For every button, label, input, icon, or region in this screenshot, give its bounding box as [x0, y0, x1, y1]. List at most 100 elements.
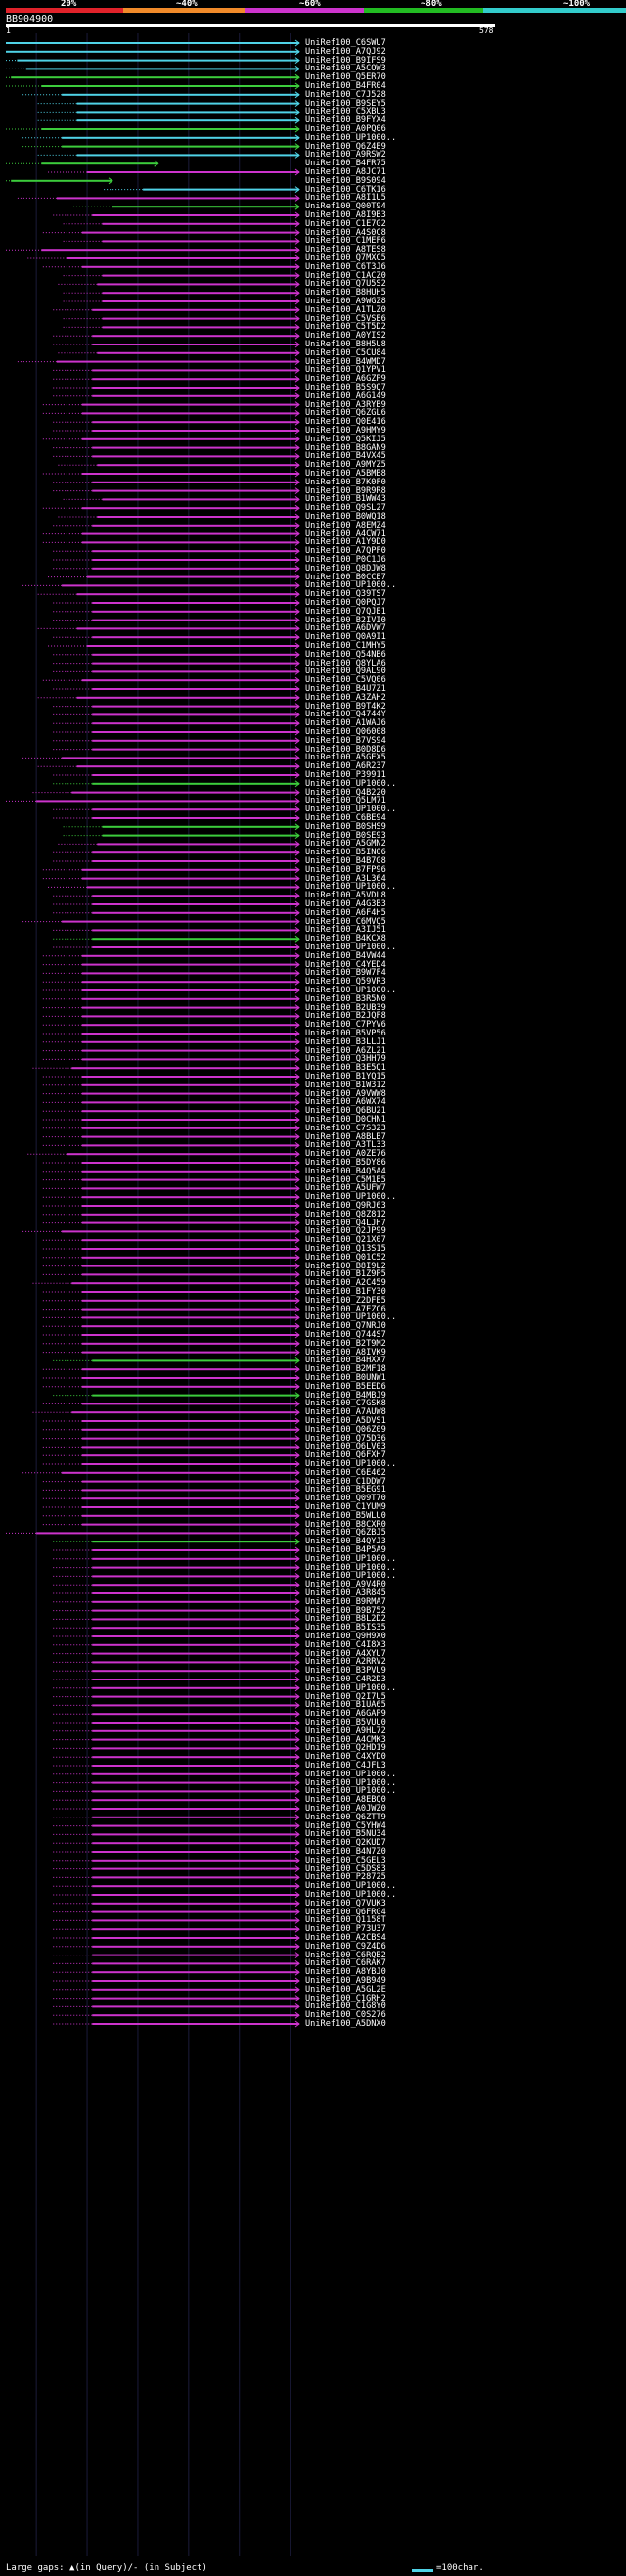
hit-bar[interactable]: [81, 1420, 299, 1422]
hit-bar[interactable]: [71, 1282, 299, 1285]
hit-label[interactable]: UniRef100_B4U7Z1: [305, 684, 386, 694]
hit-label[interactable]: UniRef100_B0WQ18: [305, 512, 386, 522]
hit-label[interactable]: UniRef100_B2T9M2: [305, 1338, 386, 1349]
hit-label[interactable]: UniRef100_B0SE93: [305, 830, 386, 841]
hit-bar[interactable]: [81, 1127, 299, 1129]
hit-bar[interactable]: [81, 1506, 299, 1508]
hit-bar[interactable]: [81, 1221, 299, 1224]
hit-label[interactable]: UniRef100_UP1000..: [305, 1571, 397, 1582]
hit-bar[interactable]: [81, 981, 299, 984]
hit-label[interactable]: UniRef100_A8BLB7: [305, 1131, 386, 1142]
hit-label[interactable]: UniRef100_B7FP96: [305, 864, 386, 875]
hit-label[interactable]: UniRef100_Q09T70: [305, 1494, 386, 1504]
hit-label[interactable]: UniRef100_Q0E416: [305, 417, 386, 428]
hit-bar[interactable]: [92, 344, 299, 345]
hit-label[interactable]: UniRef100_B4HXX7: [305, 1356, 386, 1366]
hit-bar[interactable]: [81, 1334, 299, 1336]
hit-bar[interactable]: [92, 895, 299, 897]
hit-bar[interactable]: [102, 825, 300, 828]
hit-bar[interactable]: [81, 1428, 299, 1431]
hit-label[interactable]: UniRef100_Q9RJ63: [305, 1201, 386, 1211]
hit-bar[interactable]: [36, 800, 299, 803]
hit-label[interactable]: UniRef100_A7QPF0: [305, 546, 386, 557]
hit-label[interactable]: UniRef100_A9HL72: [305, 1725, 386, 1736]
hit-bar[interactable]: [56, 197, 300, 200]
hit-bar[interactable]: [92, 636, 299, 639]
hit-bar[interactable]: [92, 1592, 299, 1594]
hit-bar[interactable]: [92, 550, 299, 553]
hit-bar[interactable]: [92, 1824, 299, 1827]
hit-label[interactable]: UniRef100_C6MVQ5: [305, 916, 386, 927]
hit-label[interactable]: UniRef100_B2JQF8: [305, 1011, 386, 1022]
hit-bar[interactable]: [102, 240, 300, 243]
hit-bar[interactable]: [17, 59, 299, 62]
hit-label[interactable]: UniRef100_Q7U5S2: [305, 279, 386, 290]
hit-bar[interactable]: [92, 662, 299, 665]
hit-bar[interactable]: [92, 1842, 299, 1845]
hit-label[interactable]: UniRef100_B3E5Q1: [305, 1063, 386, 1074]
hit-label[interactable]: UniRef100_A8EMZ4: [305, 520, 386, 530]
hit-label[interactable]: UniRef100_A3L364: [305, 873, 386, 884]
hit-bar[interactable]: [81, 1049, 299, 1052]
hit-label[interactable]: UniRef100_B4VW44: [305, 950, 386, 961]
hit-bar[interactable]: [102, 317, 300, 320]
hit-bar[interactable]: [11, 179, 112, 182]
hit-bar[interactable]: [92, 705, 299, 708]
hit-bar[interactable]: [41, 128, 299, 130]
hit-label[interactable]: UniRef100_A8I1U5: [305, 193, 386, 204]
hit-bar[interactable]: [92, 713, 299, 716]
hit-label[interactable]: UniRef100_A9B949: [305, 1976, 386, 1986]
hit-bar[interactable]: [92, 1359, 299, 1362]
hit-bar[interactable]: [92, 748, 299, 751]
hit-bar[interactable]: [81, 1342, 299, 1345]
hit-label[interactable]: UniRef100_A4S0C8: [305, 227, 386, 238]
hit-bar[interactable]: [92, 1885, 299, 1888]
hit-label[interactable]: UniRef100_C6RQB2: [305, 1950, 386, 1960]
hit-bar[interactable]: [81, 997, 299, 1000]
hit-label[interactable]: UniRef100_C1GRH2: [305, 1993, 386, 2003]
hit-label[interactable]: UniRef100_B8GAN9: [305, 442, 386, 453]
hit-bar[interactable]: [81, 963, 299, 966]
hit-bar[interactable]: [92, 1937, 299, 1939]
hit-label[interactable]: UniRef100_A6GAP9: [305, 1709, 386, 1720]
hit-label[interactable]: UniRef100_A8TES8: [305, 245, 386, 255]
hit-label[interactable]: UniRef100_A2RRV2: [305, 1657, 386, 1668]
hit-bar[interactable]: [41, 85, 299, 87]
hit-bar[interactable]: [92, 1997, 299, 2000]
hit-bar[interactable]: [92, 774, 299, 776]
hit-label[interactable]: UniRef100_B5EG91: [305, 1485, 386, 1495]
hit-label[interactable]: UniRef100_C6SWU7: [305, 38, 386, 48]
hit-bar[interactable]: [92, 1945, 299, 1948]
hit-bar[interactable]: [81, 1514, 299, 1517]
hit-label[interactable]: UniRef100_A3IJ51: [305, 925, 386, 936]
hit-label[interactable]: UniRef100_C5DS83: [305, 1863, 386, 1874]
hit-label[interactable]: UniRef100_Q8Z812: [305, 1209, 386, 1219]
hit-label[interactable]: UniRef100_C1DDW7: [305, 1476, 386, 1487]
hit-label[interactable]: UniRef100_B1UA65: [305, 1700, 386, 1711]
hit-bar[interactable]: [81, 1033, 299, 1035]
hit-label[interactable]: UniRef100_Q75D36: [305, 1433, 386, 1444]
hit-label[interactable]: UniRef100_A9MYZ5: [305, 460, 386, 471]
hit-label[interactable]: UniRef100_B1FY30: [305, 1287, 386, 1297]
hit-label[interactable]: UniRef100_B4KCX8: [305, 934, 386, 944]
hit-label[interactable]: UniRef100_UP1000..: [305, 1890, 397, 1900]
hit-bar[interactable]: [97, 843, 300, 846]
hit-bar[interactable]: [92, 1980, 299, 1982]
hit-bar[interactable]: [92, 911, 299, 914]
hit-label[interactable]: UniRef100_A5DVS1: [305, 1416, 386, 1426]
hit-bar[interactable]: [92, 929, 299, 932]
hit-label[interactable]: UniRef100_B9R9R8: [305, 485, 386, 496]
hit-label[interactable]: UniRef100_A8JC71: [305, 167, 386, 177]
hit-bar[interactable]: [143, 188, 299, 191]
hit-label[interactable]: UniRef100_A5DNX0: [305, 2019, 386, 2029]
hit-label[interactable]: UniRef100_Q4LJH7: [305, 1218, 386, 1228]
hit-label[interactable]: UniRef100_Q13S15: [305, 1244, 386, 1254]
hit-label[interactable]: UniRef100_UP1000..: [305, 1459, 397, 1469]
hit-bar[interactable]: [92, 1894, 299, 1896]
hit-label[interactable]: UniRef100_UP1000..: [305, 580, 397, 591]
hit-label[interactable]: UniRef100_C5GEL3: [305, 1855, 386, 1865]
hit-bar[interactable]: [92, 1549, 299, 1551]
hit-bar[interactable]: [92, 602, 299, 604]
hit-bar[interactable]: [92, 335, 299, 338]
hit-label[interactable]: UniRef100_Q7MXC5: [305, 253, 386, 263]
